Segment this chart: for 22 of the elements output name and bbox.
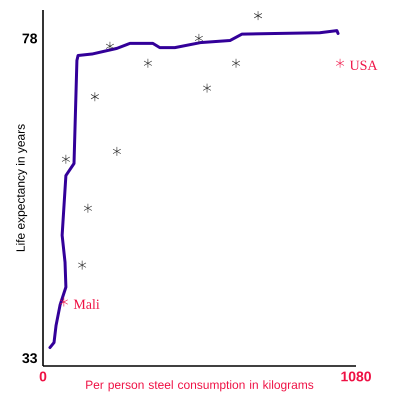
point xyxy=(78,260,86,270)
y-tick-label: 78 xyxy=(22,33,38,44)
point xyxy=(90,92,100,102)
x-tick-label: 0 xyxy=(40,372,46,382)
point xyxy=(336,58,344,68)
x-axis-title: Per person steel consumption in kilograms xyxy=(86,380,314,392)
line-series xyxy=(48,29,340,350)
point xyxy=(194,34,204,44)
point xyxy=(60,297,68,307)
point xyxy=(84,203,92,214)
annotation: USA xyxy=(350,60,378,70)
point xyxy=(232,58,240,68)
x-tick-label: 1080 xyxy=(341,372,371,382)
point xyxy=(144,58,152,68)
point xyxy=(106,41,114,52)
y-axis-title: Life expectancy in years xyxy=(16,124,28,252)
point xyxy=(62,154,70,164)
point xyxy=(202,83,212,93)
point xyxy=(112,146,122,156)
y-tick-label: 33 xyxy=(22,353,37,364)
annotation: Mali xyxy=(74,299,100,309)
point xyxy=(254,10,262,20)
